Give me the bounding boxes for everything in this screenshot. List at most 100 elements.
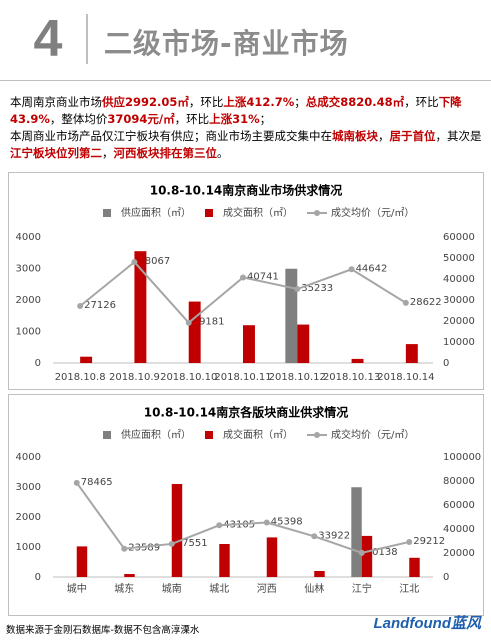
text: ，环比 (174, 112, 210, 126)
y2-tick-label: 40000 (443, 524, 475, 535)
logo: Landfound蓝风 (374, 612, 482, 633)
bar (297, 324, 310, 363)
point (216, 522, 223, 529)
y2-tick-label: 60000 (443, 500, 475, 511)
legend-marker (314, 432, 320, 438)
point (77, 303, 84, 310)
data-label: 44642 (356, 263, 388, 274)
chart-box: 10.8-10.14南京商业市场供求情况 供应面积（㎡） 成交面积（㎡） 成交均价（元… (8, 172, 484, 390)
y2-tick-label: 50000 (443, 253, 475, 264)
bar (171, 484, 183, 577)
x-tick-label: 河西 (257, 583, 277, 595)
highlight-text: 供应2992.05㎡ (102, 95, 189, 109)
y-tick-label: 3000 (16, 482, 41, 493)
data-label: 78465 (81, 477, 113, 488)
line (75, 482, 410, 554)
chart-title: 10.8-10.14南京各版块商业供求情况 (144, 405, 349, 420)
point (73, 479, 80, 486)
y-tick-label: 0 (35, 572, 41, 583)
y2-tick-label: 80000 (443, 476, 475, 487)
legend-label: 成交均价（元/㎡） (331, 428, 414, 441)
text: ，环比 (404, 95, 439, 109)
x-tick-label: 江北 (399, 583, 419, 595)
x-tick-label: 城东 (114, 582, 134, 595)
y2-tick-label: 10000 (443, 337, 475, 348)
legend-swatch (103, 209, 111, 217)
legend-label: 供应面积（㎡） (121, 206, 191, 219)
point (240, 274, 246, 281)
y-tick-label: 2000 (16, 512, 41, 523)
legend-label: 成交面积（㎡） (223, 206, 293, 219)
data-label: 40741 (247, 271, 279, 282)
legend-marker (314, 210, 320, 216)
text: ，环比 (188, 95, 224, 109)
x-tick-label: 城南 (162, 582, 182, 595)
highlight-text: 总成交8820.48㎡ (305, 95, 405, 109)
text: ； (259, 112, 272, 126)
bar (134, 251, 147, 363)
x-tick-label: 2018.10.8 (55, 372, 106, 383)
y-tick-label: 4000 (16, 452, 41, 463)
point (131, 259, 138, 266)
bar (266, 537, 278, 577)
bar (80, 356, 93, 363)
highlight-text: 37094元/㎡ (107, 112, 175, 126)
legend-label: 供应面积（㎡） (121, 428, 191, 441)
y-tick-label: 2000 (16, 295, 41, 306)
data-label: 23589 (128, 543, 160, 554)
y2-tick-label: 20000 (443, 548, 475, 559)
source-note: 数据来源于金刚石数据库-数据不包含高淳溧水 (6, 625, 200, 636)
highlight-text: 居于首位 (389, 129, 436, 143)
bar (314, 571, 325, 577)
x-tick-label: 2018.10.10 (160, 372, 217, 383)
y-tick-label: 4000 (16, 232, 41, 243)
y-tick-label: 0 (35, 358, 41, 369)
y2-tick-label: 0 (443, 572, 449, 583)
logo-text: Landfound (373, 615, 451, 632)
paragraph: 本周商业市场产品仅江宁板块有供应；商业市场主要成交集中在城南板块，居于首位，其次… (10, 128, 482, 162)
paragraph: 本周南京商业市场供应2992.05㎡，环比上涨412.7%；总成交8820.48… (10, 94, 482, 128)
data-label: 29212 (413, 536, 445, 547)
data-label: 27551 (176, 538, 208, 549)
text: ， (378, 129, 390, 143)
point (311, 533, 318, 540)
x-tick-label: 城北 (209, 583, 229, 595)
highlight-text: 城南板块 (332, 129, 378, 143)
bar (351, 487, 362, 577)
point (358, 549, 365, 556)
data-label: 28622 (410, 297, 442, 308)
text: ， (102, 146, 114, 160)
y2-tick-label: 30000 (443, 295, 475, 306)
y2-tick-label: 20000 (443, 316, 475, 327)
legend-swatch (205, 209, 213, 217)
x-tick-label: 2018.10.13 (323, 372, 380, 383)
data-label: 33922 (318, 530, 350, 541)
legend-swatch (205, 431, 213, 439)
y-tick-label: 3000 (16, 264, 41, 275)
data-label: 35233 (301, 283, 333, 294)
bar (124, 574, 135, 577)
highlight-text: 河西板块排在第三位 (113, 146, 218, 160)
divider (86, 14, 88, 64)
text: ，其次是 (435, 129, 482, 143)
chart-box: 10.8-10.14南京各版块商业供求情况供应面积（㎡） 成交面积（㎡） 成交均价（… (8, 394, 484, 616)
x-tick-label: 仙林 (304, 582, 324, 595)
bar (188, 301, 201, 363)
logo-cn: 蓝风 (450, 615, 481, 632)
x-tick-label: 2018.10.14 (377, 372, 434, 383)
bar (351, 358, 364, 363)
y2-tick-label: 0 (443, 358, 449, 369)
point (294, 286, 301, 293)
y-tick-label: 1000 (16, 327, 41, 338)
bar (285, 268, 298, 363)
bar (76, 546, 88, 577)
y2-tick-label: 60000 (443, 232, 475, 243)
legend-label: 成交面积（㎡） (223, 428, 293, 441)
data-label: 27126 (84, 300, 116, 311)
text: ，整体均价 (49, 112, 108, 126)
highlight-text: 上涨31% (209, 112, 260, 126)
point (263, 519, 270, 526)
